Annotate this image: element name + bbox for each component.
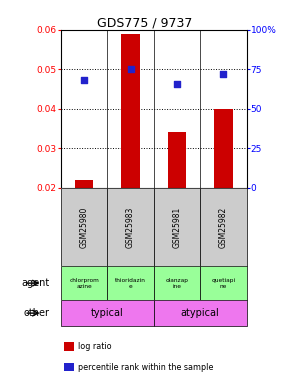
Text: chlorprom
azine: chlorprom azine bbox=[69, 278, 99, 288]
Text: log ratio: log ratio bbox=[78, 342, 111, 351]
Text: typical: typical bbox=[91, 308, 124, 318]
Text: other: other bbox=[23, 308, 49, 318]
Bar bbox=[61, 188, 107, 266]
Text: GDS775 / 9737: GDS775 / 9737 bbox=[97, 17, 193, 30]
Text: GSM25983: GSM25983 bbox=[126, 206, 135, 248]
Bar bbox=[61, 266, 107, 300]
Text: agent: agent bbox=[21, 278, 49, 288]
Point bbox=[128, 66, 133, 72]
Bar bbox=[121, 34, 140, 188]
Bar bbox=[75, 180, 93, 188]
Text: GSM25980: GSM25980 bbox=[79, 206, 89, 248]
Point bbox=[175, 81, 179, 87]
Text: percentile rank within the sample: percentile rank within the sample bbox=[78, 363, 213, 372]
Text: olanzap
ine: olanzap ine bbox=[165, 278, 188, 288]
Bar bbox=[200, 266, 246, 300]
Text: GSM25981: GSM25981 bbox=[172, 206, 182, 248]
Bar bbox=[214, 109, 233, 188]
Bar bbox=[154, 300, 246, 326]
Text: quetiapi
ne: quetiapi ne bbox=[211, 278, 235, 288]
Bar bbox=[168, 132, 186, 188]
Bar bbox=[107, 266, 154, 300]
Text: thioridazin
e: thioridazin e bbox=[115, 278, 146, 288]
Bar bbox=[154, 188, 200, 266]
Bar bbox=[61, 300, 154, 326]
Bar bbox=[107, 188, 154, 266]
Text: atypical: atypical bbox=[181, 308, 220, 318]
Text: GSM25982: GSM25982 bbox=[219, 206, 228, 248]
Point bbox=[82, 77, 86, 83]
Point bbox=[221, 71, 226, 77]
Bar bbox=[200, 188, 246, 266]
Bar bbox=[154, 266, 200, 300]
